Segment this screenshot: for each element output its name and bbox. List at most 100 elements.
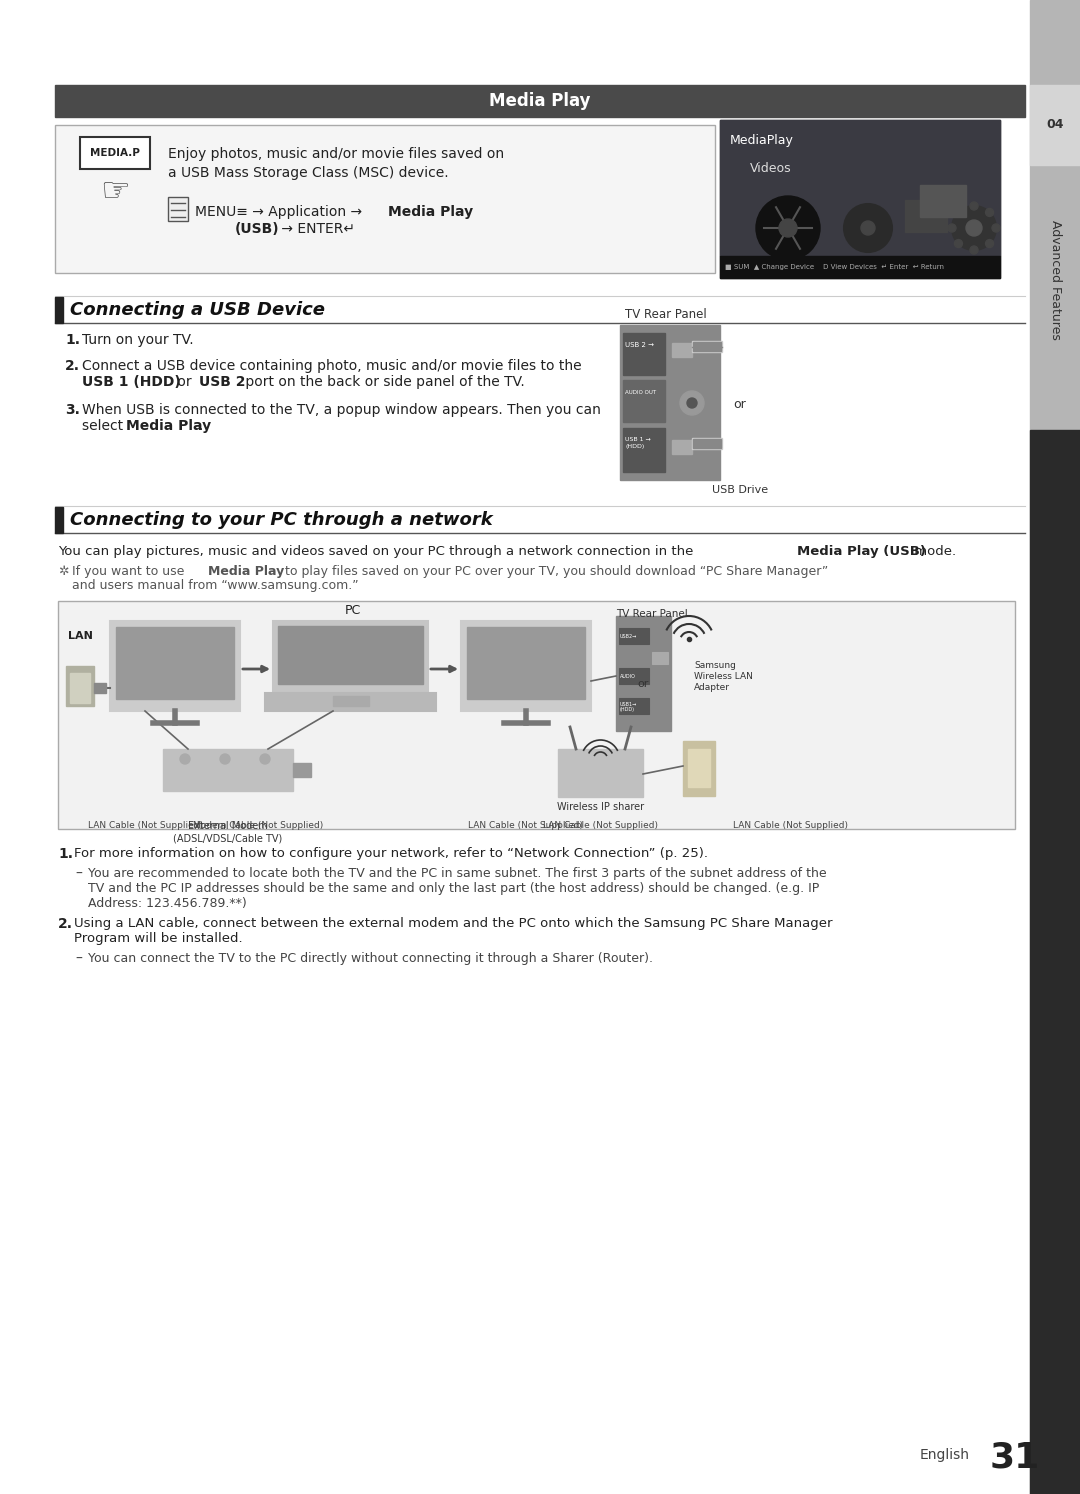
Bar <box>273 622 428 693</box>
Bar <box>558 748 643 796</box>
Circle shape <box>966 220 982 236</box>
Circle shape <box>951 206 996 249</box>
Text: ☞: ☞ <box>100 175 130 209</box>
Text: or: or <box>733 399 746 411</box>
Text: TV Rear Panel: TV Rear Panel <box>625 308 706 321</box>
Text: Using a LAN cable, connect between the external modem and the PC onto which the : Using a LAN cable, connect between the e… <box>75 917 833 929</box>
Circle shape <box>260 754 270 763</box>
Bar <box>688 748 710 787</box>
Text: Connect a USB device containing photo, music and/or movie files to the: Connect a USB device containing photo, m… <box>82 359 582 374</box>
Text: LAN Cable (Not Supplied): LAN Cable (Not Supplied) <box>87 822 203 831</box>
Bar <box>623 379 665 421</box>
Text: AUDIO OUT: AUDIO OUT <box>625 390 657 394</box>
Bar <box>163 748 293 790</box>
Bar <box>619 627 649 644</box>
Text: 1.: 1. <box>58 847 73 861</box>
Circle shape <box>970 202 978 211</box>
Text: .: . <box>199 418 203 433</box>
Text: 2.: 2. <box>58 917 73 931</box>
Circle shape <box>955 239 962 248</box>
Text: TV and the PC IP addresses should be the same and only the last part (the host a: TV and the PC IP addresses should be the… <box>87 881 820 895</box>
Bar <box>55 85 1025 117</box>
Text: If you want to use: If you want to use <box>72 565 188 578</box>
Text: or: or <box>173 375 195 388</box>
Text: mode.: mode. <box>910 545 956 557</box>
Circle shape <box>843 205 892 252</box>
Bar <box>672 344 692 357</box>
Text: Media Play: Media Play <box>126 418 211 433</box>
Text: to play files saved on your PC over your TV, you should download “PC Share Manag: to play files saved on your PC over your… <box>281 565 828 578</box>
Text: ✲: ✲ <box>58 565 68 578</box>
Bar <box>652 651 669 663</box>
Bar <box>55 125 715 273</box>
Bar <box>333 696 368 707</box>
Text: USB2→: USB2→ <box>620 635 637 639</box>
Circle shape <box>955 209 962 217</box>
Text: When USB is connected to the TV, a popup window appears. Then you can: When USB is connected to the TV, a popup… <box>82 403 600 417</box>
Text: Wireless IP sharer: Wireless IP sharer <box>557 802 644 813</box>
Text: LAN: LAN <box>68 630 93 641</box>
Text: 04: 04 <box>1047 118 1064 131</box>
Text: USB 1 (HDD): USB 1 (HDD) <box>82 375 180 388</box>
Text: select: select <box>82 418 127 433</box>
Text: 1.: 1. <box>65 333 80 347</box>
Bar <box>623 427 665 472</box>
Bar <box>278 626 423 684</box>
Text: 2.: 2. <box>65 359 80 374</box>
Text: TV Rear Panel: TV Rear Panel <box>616 610 688 619</box>
Bar <box>720 120 1000 255</box>
Text: LAN Cable (Not Supplied): LAN Cable (Not Supplied) <box>543 822 658 831</box>
Bar <box>168 197 188 221</box>
Bar <box>672 441 692 454</box>
Bar <box>55 506 63 533</box>
Bar <box>55 297 63 323</box>
Text: You are recommended to locate both the TV and the PC in same subnet. The first 3: You are recommended to locate both the T… <box>87 867 826 880</box>
Bar <box>293 763 311 777</box>
Text: Media Play (USB): Media Play (USB) <box>797 545 926 557</box>
Text: 3.: 3. <box>65 403 80 417</box>
Text: You can connect the TV to the PC directly without connecting it through a Sharer: You can connect the TV to the PC directl… <box>87 952 653 965</box>
Text: PC: PC <box>345 605 361 617</box>
Text: –: – <box>75 867 82 881</box>
Bar <box>461 622 591 711</box>
Circle shape <box>220 754 230 763</box>
Text: Address: 123.456.789.**): Address: 123.456.789.**) <box>87 896 246 910</box>
Text: Enjoy photos, music and/or movie files saved on
a USB Mass Storage Class (MSC) d: Enjoy photos, music and/or movie files s… <box>168 146 504 181</box>
Text: or: or <box>638 678 649 689</box>
Text: MediaPlay: MediaPlay <box>730 134 794 146</box>
Circle shape <box>993 224 1000 232</box>
Circle shape <box>779 220 797 238</box>
Text: –: – <box>75 952 82 967</box>
Bar <box>692 341 723 353</box>
Text: Advanced Features: Advanced Features <box>1049 220 1062 341</box>
Bar <box>720 255 1000 278</box>
Bar <box>66 666 94 707</box>
Circle shape <box>180 754 190 763</box>
Bar <box>265 693 436 711</box>
Text: Modem Cable (Not Supplied): Modem Cable (Not Supplied) <box>193 822 323 831</box>
Text: USB 2: USB 2 <box>199 375 245 388</box>
Text: and users manual from “www.samsung.com.”: and users manual from “www.samsung.com.” <box>72 580 359 592</box>
Text: → ENTER↵: → ENTER↵ <box>276 223 355 236</box>
Bar <box>467 627 585 699</box>
Bar <box>920 185 966 217</box>
Text: Connecting a USB Device: Connecting a USB Device <box>70 300 325 320</box>
Text: port on the back or side panel of the TV.: port on the back or side panel of the TV… <box>241 375 525 388</box>
Text: Program will be installed.: Program will be installed. <box>75 932 243 946</box>
Bar <box>720 120 1000 278</box>
Bar <box>692 438 723 450</box>
Text: You can play pictures, music and videos saved on your PC through a network conne: You can play pictures, music and videos … <box>58 545 698 557</box>
Text: ■ SUM  ▲ Change Device    D View Devices  ↵ Enter  ↩ Return: ■ SUM ▲ Change Device D View Devices ↵ E… <box>725 264 944 270</box>
Text: 31: 31 <box>990 1442 1040 1475</box>
Circle shape <box>687 397 697 408</box>
Text: MEDIA.P: MEDIA.P <box>90 148 140 158</box>
Circle shape <box>680 391 704 415</box>
Text: USB1→
(HDD): USB1→ (HDD) <box>620 702 637 713</box>
Text: USB Drive: USB Drive <box>712 486 768 495</box>
Bar <box>116 627 234 699</box>
Bar <box>619 698 649 714</box>
Text: AUDIO: AUDIO <box>620 674 636 680</box>
Text: MENU≡ → Application →: MENU≡ → Application → <box>195 205 366 220</box>
Circle shape <box>970 247 978 254</box>
Text: LAN Cable (Not Supplied): LAN Cable (Not Supplied) <box>469 822 583 831</box>
